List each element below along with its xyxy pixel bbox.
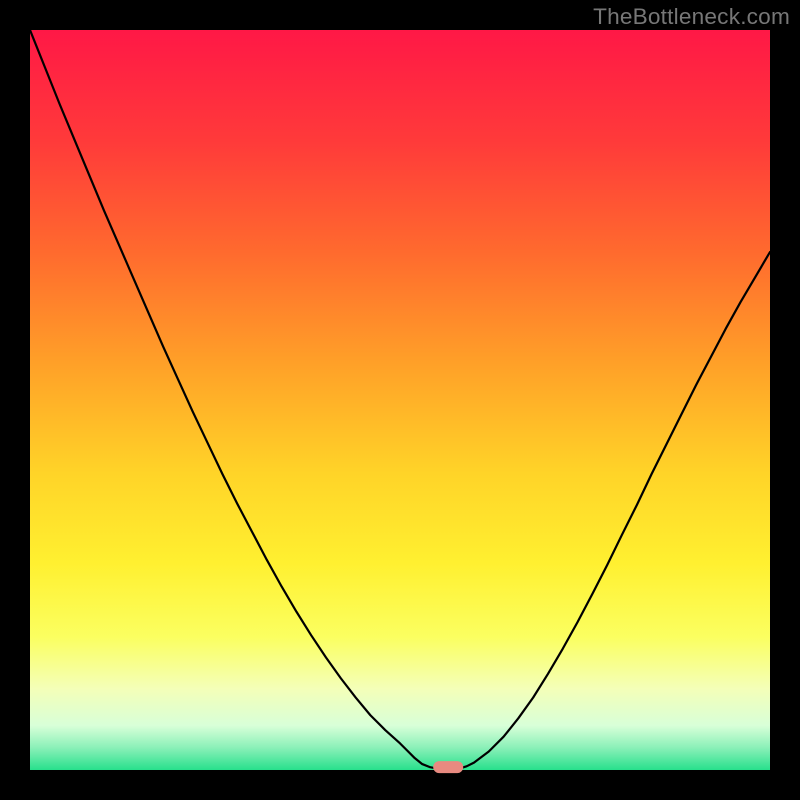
curve-svg [30, 30, 770, 770]
watermark-text: TheBottleneck.com [593, 4, 790, 30]
bottleneck-curve [30, 30, 770, 769]
optimal-marker [433, 761, 463, 773]
plot-area [30, 30, 770, 770]
